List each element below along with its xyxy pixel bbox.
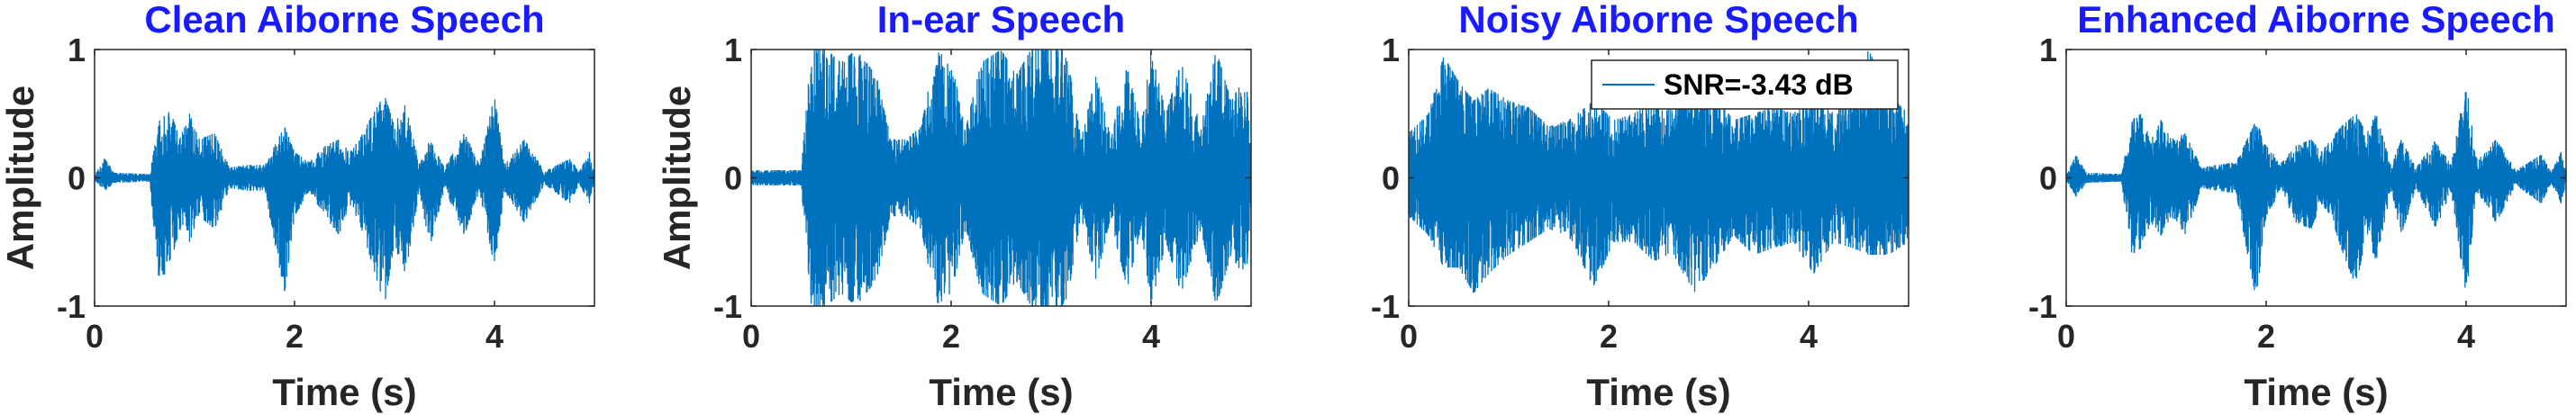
waveform-series — [2066, 92, 2566, 291]
x-tick-label: 2 — [1600, 318, 1618, 355]
x-tick-label: 0 — [86, 318, 104, 355]
x-axis-label: Time (s) — [272, 371, 416, 413]
x-tick-label: 0 — [2057, 318, 2075, 355]
y-axis-label: Amplitude — [0, 86, 41, 270]
chart-title: Noisy Aiborne Speech — [1458, 0, 1858, 41]
chart-title: Clean Aiborne Speech — [144, 0, 544, 41]
y-tick-label: 1 — [1382, 32, 1400, 68]
y-tick-label: 0 — [2039, 160, 2057, 197]
y-tick-label: -1 — [1371, 288, 1400, 325]
y-tick-label: 1 — [2039, 32, 2057, 68]
x-tick-label: 2 — [2257, 318, 2275, 355]
x-tick-label: 4 — [485, 318, 503, 355]
waveform-series — [1409, 51, 1909, 293]
x-tick-label: 0 — [1400, 318, 1418, 355]
y-tick-label: 0 — [1382, 160, 1400, 197]
y-tick-label: -1 — [713, 288, 742, 325]
x-tick-label: 2 — [942, 318, 960, 355]
chart-title: Enhanced Aiborne Speech — [2077, 0, 2555, 41]
x-axis-label: Time (s) — [1586, 371, 1730, 413]
x-tick-label: 4 — [1800, 318, 1818, 355]
legend: SNR=-3.43 dB — [1591, 59, 1899, 110]
x-tick-label: 4 — [2457, 318, 2475, 355]
y-axis-label: Amplitude — [656, 86, 698, 270]
x-tick-label: 0 — [742, 318, 760, 355]
y-tick-label: 1 — [724, 32, 742, 68]
waveform-series — [95, 97, 594, 300]
y-tick-label: -1 — [2028, 288, 2057, 325]
y-tick-label: 0 — [68, 160, 86, 197]
x-tick-label: 2 — [286, 318, 304, 355]
x-axis-label: Time (s) — [2244, 371, 2388, 413]
chart-title: In-ear Speech — [877, 0, 1125, 41]
x-tick-label: 4 — [1142, 318, 1160, 355]
y-tick-label: 1 — [68, 32, 86, 68]
legend-entry: SNR=-3.43 dB — [1664, 68, 1854, 101]
y-tick-label: -1 — [57, 288, 86, 325]
x-axis-label: Time (s) — [929, 371, 1073, 413]
y-tick-label: 0 — [724, 160, 742, 197]
waveform-series — [751, 50, 1251, 306]
